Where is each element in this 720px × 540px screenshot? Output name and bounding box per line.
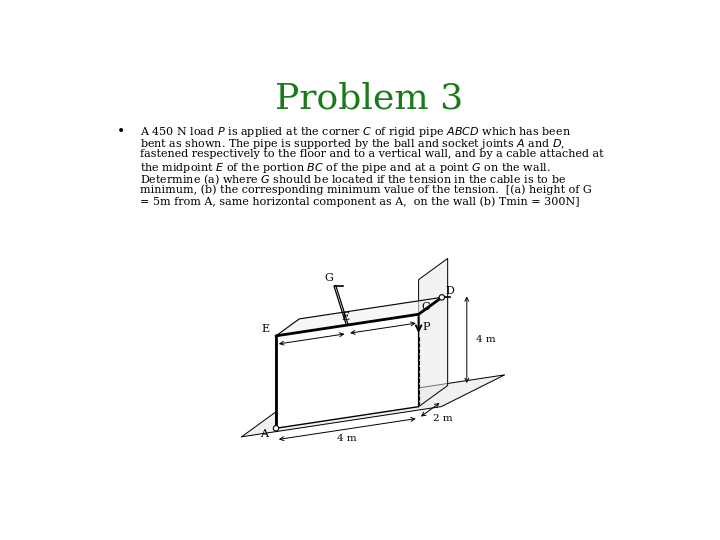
Text: D: D (445, 286, 454, 296)
Text: E: E (342, 312, 350, 322)
Text: 4 m: 4 m (476, 335, 496, 345)
Text: 2 m: 2 m (373, 332, 393, 341)
Polygon shape (418, 259, 448, 407)
Text: Problem 3: Problem 3 (275, 82, 463, 116)
Text: G: G (325, 273, 333, 283)
Circle shape (439, 295, 444, 300)
Text: 2 m: 2 m (433, 414, 453, 423)
Text: minimum, (b) the corresponding minimum value of the tension.  [(a) height of G: minimum, (b) the corresponding minimum v… (140, 185, 592, 195)
Text: = 5m from A, same horizontal component as A,  on the wall (b) Tmin = 300N]: = 5m from A, same horizontal component a… (140, 197, 580, 207)
Polygon shape (276, 298, 442, 336)
Polygon shape (242, 375, 505, 437)
Text: 4 m: 4 m (338, 434, 357, 443)
Text: Determine (a) where $G$ should be located if the tension in the cable is to be: Determine (a) where $G$ should be locate… (140, 173, 567, 187)
Text: bent as shown. The pipe is supported by the ball and socket joints $A$ and $D$,: bent as shown. The pipe is supported by … (140, 137, 565, 151)
Text: C: C (422, 302, 431, 312)
Circle shape (274, 426, 279, 431)
Text: E: E (261, 325, 270, 334)
Text: 2 m: 2 m (302, 343, 321, 352)
Polygon shape (276, 314, 418, 428)
Text: fastened respectively to the floor and to a vertical wall, and by a cable attach: fastened respectively to the floor and t… (140, 148, 604, 159)
Text: the midpoint $E$ of the portion $BC$ of the pipe and at a point $G$ on the wall.: the midpoint $E$ of the portion $BC$ of … (140, 161, 551, 174)
Text: A 450 N load $P$ is applied at the corner $C$ of rigid pipe $ABCD$ which has bee: A 450 N load $P$ is applied at the corne… (140, 125, 572, 139)
Text: •: • (117, 125, 125, 139)
Text: A: A (260, 429, 269, 439)
Text: P: P (423, 322, 430, 332)
